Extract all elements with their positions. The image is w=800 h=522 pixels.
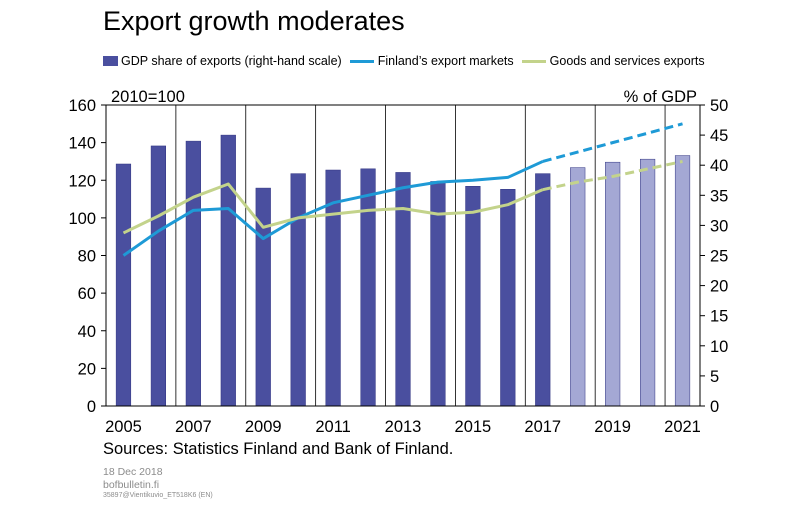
right-axis-tick-label: 30	[710, 217, 728, 235]
right-axis-tick-label: 50	[710, 97, 728, 115]
left-axis-tick-label: 60	[78, 285, 96, 303]
footer-site: bofbulletin.fi	[103, 479, 160, 491]
line-goods-services-exports-forecast	[542, 159, 683, 192]
left-axis-tick-label: 40	[78, 323, 96, 341]
bar-gdp-share	[500, 189, 516, 407]
bar-gdp-share	[185, 140, 201, 407]
legend: GDP share of exports (right-hand scale) …	[103, 52, 713, 70]
right-axis-tick-label: 20	[710, 278, 728, 296]
bar-gdp-share	[150, 145, 166, 407]
legend-item-export-markets: Finland’s export markets	[349, 54, 514, 68]
legend-item-gdp-share: GDP share of exports (right-hand scale)	[103, 54, 342, 68]
legend-label: Finland’s export markets	[377, 54, 514, 68]
bar-gdp-share	[465, 186, 481, 407]
bar-gdp-share	[674, 155, 691, 407]
right-axis-tick-label: 35	[710, 187, 728, 205]
left-axis-tick-label: 100	[68, 210, 96, 228]
line-goods-services-exports	[122, 182, 544, 235]
right-axis-label: % of GDP	[624, 88, 697, 106]
x-axis-tick-label: 2019	[594, 418, 631, 436]
right-axis-tick-label: 10	[710, 338, 728, 356]
right-axis-tick-label: 40	[710, 157, 728, 175]
line-export-markets-forecast	[542, 122, 683, 163]
x-axis-tick-label: 2011	[315, 418, 350, 436]
right-axis-tick-label: 15	[710, 308, 728, 326]
axis-layer: 0 20 40 60 80 100 120 140 160 0 5 10 15 20 25 30 35 40 45 5…	[68, 97, 728, 436]
legend-label: Goods and services exports	[549, 54, 705, 68]
bar-gdp-share	[640, 158, 656, 407]
sources-note: Sources: Statistics Finland and Bank of …	[103, 440, 454, 458]
bar-gdp-share	[360, 168, 376, 407]
legend-swatch-line	[349, 59, 374, 63]
bar-gdp-share	[290, 173, 306, 407]
footer-code: 35897@Vientikuvio_ET518K6 (EN)	[103, 492, 213, 499]
bar-gdp-share	[535, 173, 551, 407]
right-axis-tick-label: 25	[710, 248, 728, 266]
line-layer	[122, 122, 683, 257]
legend-swatch-bar	[103, 56, 118, 66]
grid-layer	[175, 105, 666, 406]
left-axis-tick-label: 80	[78, 248, 96, 266]
x-axis-tick-label: 2007	[175, 418, 212, 436]
legend-swatch-line	[521, 59, 546, 63]
bar-gdp-share	[570, 167, 586, 407]
left-axis-tick-label: 140	[68, 135, 96, 153]
x-axis-tick-label: 2013	[385, 418, 422, 436]
legend-label: GDP share of exports (right-hand scale)	[121, 54, 342, 68]
bar-gdp-share	[220, 134, 236, 407]
left-axis-tick-label: 20	[78, 360, 96, 378]
legend-item-goods-services: Goods and services exports	[521, 54, 705, 68]
bar-gdp-share	[605, 161, 621, 407]
left-axis-tick-label: 120	[68, 172, 96, 190]
x-axis-tick-label: 2021	[664, 418, 701, 436]
right-axis-tick-label: 0	[710, 398, 719, 416]
left-axis-tick-label: 160	[68, 97, 96, 115]
chart-title: Export growth moderates	[103, 6, 405, 36]
bar-layer	[115, 134, 691, 407]
x-axis-tick-label: 2005	[105, 418, 142, 436]
left-axis-tick-label: 0	[87, 398, 96, 416]
line-export-markets	[122, 160, 544, 257]
right-axis-tick-label: 5	[710, 368, 719, 386]
x-axis-tick-label: 2009	[245, 418, 282, 436]
chart-plot: 2010=100 % of GDP 0204060801001201401600…	[68, 88, 728, 436]
left-axis-label: 2010=100	[111, 88, 185, 106]
x-axis-tick-label: 2015	[455, 418, 492, 436]
x-axis-tick-label: 2017	[524, 418, 561, 436]
bar-gdp-share	[115, 163, 132, 407]
footer-date: 18 Dec 2018	[103, 466, 163, 478]
right-axis-tick-label: 45	[710, 127, 728, 145]
